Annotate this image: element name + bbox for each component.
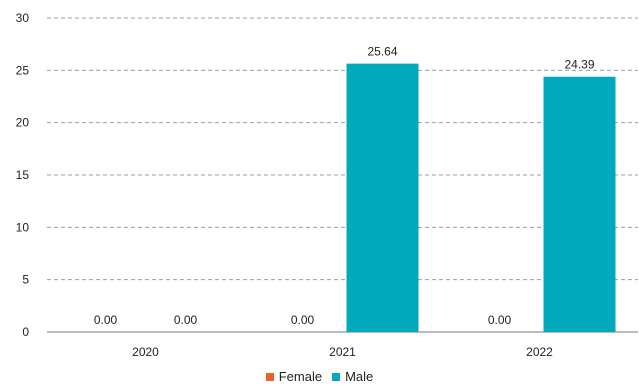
data-label-female-2021: 0.00 (291, 313, 315, 327)
legend-swatch-female (265, 372, 274, 381)
legend-swatch-male (332, 372, 341, 381)
y-tick-label-30: 30 (16, 11, 30, 25)
data-label-male-2021: 25.64 (367, 45, 397, 59)
data-labels: 0.00 0.00 0.00 25.64 0.00 24.39 (94, 45, 595, 327)
x-tick-label-2022: 2022 (526, 345, 553, 359)
y-tick-label-20: 20 (16, 116, 30, 130)
data-label-male-2022: 24.39 (564, 58, 594, 72)
bar-male-2021[interactable] (346, 63, 419, 332)
y-tick-label-10: 10 (16, 220, 30, 234)
y-tick-label-15: 15 (16, 168, 30, 182)
x-axis-ticks: 2020 2021 2022 (132, 345, 553, 359)
y-tick-label-5: 5 (22, 273, 29, 287)
data-label-female-2022: 0.00 (488, 313, 512, 327)
bar-male-2022[interactable] (543, 76, 616, 332)
legend: Female Male (0, 369, 639, 384)
y-axis-ticks: 0 5 10 15 20 25 30 (16, 11, 30, 339)
data-label-male-2020: 0.00 (174, 313, 198, 327)
gridlines (47, 17, 638, 333)
legend-item-female[interactable]: Female (265, 369, 323, 384)
legend-item-male[interactable]: Male (332, 369, 373, 384)
bars (346, 63, 616, 332)
y-tick-label-25: 25 (16, 63, 30, 77)
x-tick-label-2020: 2020 (132, 345, 159, 359)
legend-label-female: Female (278, 369, 323, 384)
y-tick-label-0: 0 (22, 325, 29, 339)
legend-label-male: Male (345, 369, 374, 384)
x-tick-label-2021: 2021 (329, 345, 356, 359)
data-label-female-2020: 0.00 (94, 313, 118, 327)
